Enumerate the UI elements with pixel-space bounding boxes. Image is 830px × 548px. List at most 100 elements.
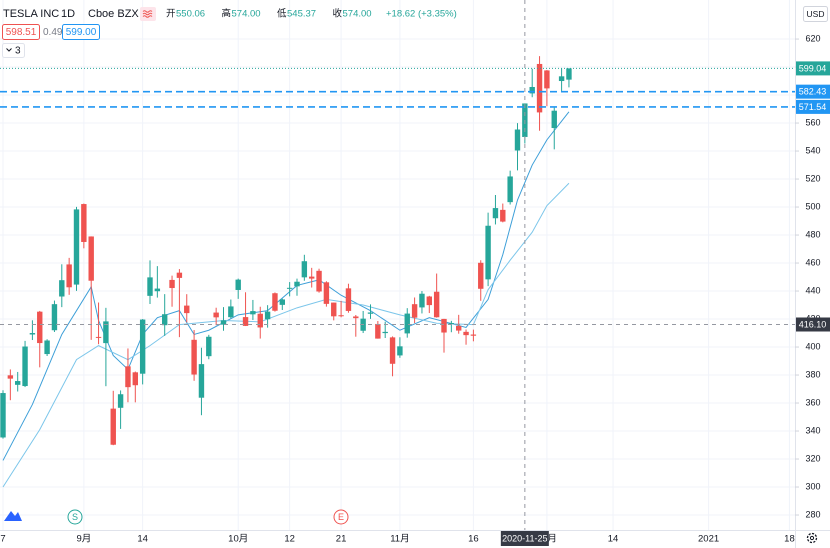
candle-body: [463, 331, 469, 336]
candle-body: [514, 129, 521, 151]
y-tick-label: 560: [805, 117, 820, 127]
candle-body: [15, 381, 21, 385]
candle-body: [198, 364, 205, 398]
candle-body: [242, 317, 249, 326]
y-tick-label: 520: [805, 173, 820, 183]
candle-body: [154, 288, 161, 292]
y-tick-label: 280: [805, 509, 820, 519]
candle-body: [338, 315, 344, 317]
candle-body: [51, 304, 58, 331]
candle-body: [323, 282, 330, 304]
candle-body: [139, 319, 146, 374]
indicators-count: 3: [15, 46, 21, 57]
candle-body: [213, 312, 219, 318]
currency[interactable]: USD: [803, 6, 828, 22]
y-tick-label: 480: [805, 229, 820, 239]
candle-body: [353, 316, 359, 319]
candle-body: [382, 331, 388, 334]
y-tick-label: 360: [805, 397, 820, 407]
legend-label: 开: [166, 9, 176, 20]
legend-value: 545.37: [287, 9, 316, 20]
legend-label: 低: [277, 8, 287, 20]
candle-body: [206, 336, 212, 357]
price-label: 582.43: [799, 87, 827, 97]
indicators-toggle[interactable]: [2, 43, 25, 58]
candle-body: [59, 280, 65, 297]
compare-icon[interactable]: [140, 7, 156, 21]
currency-label: USD: [807, 9, 825, 19]
legend-label: 收: [333, 8, 343, 20]
candle-body: [544, 70, 550, 89]
ask-box[interactable]: [62, 24, 100, 40]
x-tick-label: 18: [784, 534, 795, 545]
price-label-box: [796, 61, 830, 76]
ohlc-legend: 开 550.06 高 574.00 低 545.37 收 574.00 +18.62 (+3.3…: [166, 8, 457, 20]
legend-value: 550.06: [176, 9, 205, 20]
legend-value: 574.00: [343, 9, 372, 20]
x-tick-label: 14: [608, 534, 619, 545]
candle-body: [95, 336, 102, 338]
candle-body: [279, 299, 285, 305]
bid-box[interactable]: [2, 24, 40, 40]
event-marker[interactable]: [333, 509, 349, 525]
x-tick-label: 7: [0, 534, 5, 545]
candle-body: [448, 323, 455, 325]
price-label: 416.10: [799, 319, 827, 329]
candle-body: [411, 304, 418, 318]
candle-body: [309, 276, 315, 279]
candle-body: [456, 325, 462, 331]
legend-change: +18.62 (+3.35%): [386, 9, 457, 20]
legend-value: 574.00: [232, 9, 261, 20]
bid-ask: 598.51 0.49 599.00 3: [2, 24, 100, 58]
y-tick-label: 500: [805, 201, 820, 211]
candle-body: [419, 293, 425, 308]
candle-body: [485, 225, 491, 280]
candle-body: [147, 277, 153, 296]
icon-bg: [140, 7, 156, 21]
y-tick-label: 460: [805, 257, 820, 267]
candle-body: [375, 323, 381, 339]
settings-gear[interactable]: [806, 532, 818, 544]
candle-body: [22, 346, 28, 387]
candle-body: [37, 311, 43, 344]
gear-center: [809, 535, 815, 541]
candle-body: [235, 279, 241, 290]
candle-body: [404, 313, 410, 334]
price-label-box: [796, 317, 830, 332]
candle-body: [264, 311, 271, 320]
logo-shape: [4, 511, 22, 521]
candle-body: [176, 272, 183, 278]
candle-body: [558, 76, 565, 82]
x-tick-label: 11月: [390, 534, 409, 545]
x-tick-label: 12: [284, 534, 295, 545]
candle-body: [250, 311, 256, 315]
candle-body: [220, 320, 227, 325]
event-marker[interactable]: [67, 509, 83, 525]
y-tick-label: 440: [805, 285, 820, 295]
candle-body: [169, 279, 175, 289]
icon-waves: [142, 10, 153, 18]
legend-label: 高: [222, 8, 232, 20]
x-tick-label: 21: [336, 534, 347, 545]
candle-body: [492, 208, 499, 219]
candle-body: [125, 366, 131, 388]
logo[interactable]: [4, 511, 22, 521]
candle-body: [81, 204, 87, 242]
x-tick-label: 16: [468, 534, 479, 545]
crosshair-time-label: 2020-11-25: [502, 533, 547, 543]
crosshair-time-box: [500, 531, 549, 546]
spread: 0.49: [43, 27, 63, 38]
candle-body: [500, 209, 506, 222]
candle-body: [345, 288, 352, 311]
candle-body: [228, 306, 234, 318]
interval[interactable]: 1D: [61, 8, 75, 20]
symbol-title: TESLA INC: [3, 8, 59, 20]
candle-body: [331, 302, 337, 317]
grid-layer: [0, 0, 795, 530]
price-label: 599.04: [799, 63, 827, 73]
y-tick-label: 380: [805, 369, 820, 379]
candle-body: [162, 314, 168, 326]
candle-body: [117, 394, 124, 408]
exchange: Cboe BZX: [88, 8, 139, 20]
